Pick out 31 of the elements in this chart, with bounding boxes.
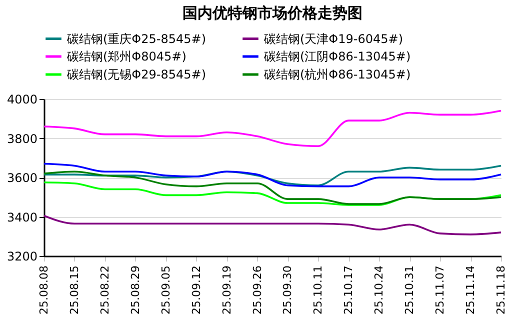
x-tick-label: 25.10.17 <box>342 266 356 314</box>
y-tick-label: 3400 <box>6 210 38 224</box>
x-tick-label: 25.08.08 <box>38 266 50 314</box>
legend-label: 碳结钢(重庆Φ25-8545#) <box>66 32 206 46</box>
x-tick-label: 25.09.12 <box>190 266 203 314</box>
line-series <box>43 214 502 236</box>
line-series <box>43 110 502 147</box>
legend-label: 碳结钢(天津Φ19-6045#) <box>263 32 404 46</box>
x-tick-label: 25.09.19 <box>220 266 234 314</box>
x-tick-label: 25.11.14 <box>464 266 478 314</box>
x-tick-label: 25.11.07 <box>434 266 447 314</box>
y-tick-label: 4000 <box>6 92 38 106</box>
x-tick-label: 25.11.18 <box>494 266 508 314</box>
x-tick-label: 25.09.26 <box>250 266 264 314</box>
legend-label: 碳结钢(杭州Φ86-13045#) <box>263 68 411 82</box>
x-tick-label: 25.08.15 <box>68 266 81 314</box>
x-tick-label: 25.10.11 <box>312 266 325 314</box>
x-tick-label: 25.10.24 <box>372 266 386 314</box>
x-tick-label: 25.09.05 <box>159 266 172 314</box>
legend-label: 碳结钢(郑州Φ8045#) <box>66 50 186 64</box>
x-tick-label: 25.10.31 <box>403 266 416 314</box>
x-tick-label: 25.08.29 <box>128 266 142 314</box>
y-tick-label: 3800 <box>6 132 38 146</box>
y-tick-label: 3200 <box>6 250 38 264</box>
y-tick-label: 3600 <box>6 171 38 185</box>
chart-title: 国内优特钢市场价格走势图 <box>182 4 362 22</box>
legend-label: 碳结钢(江阴Φ86-13045#) <box>263 50 411 64</box>
x-tick-label: 25.09.30 <box>281 266 294 314</box>
legend-label: 碳结钢(无锡Φ29-8545#) <box>66 68 206 82</box>
x-tick-label: 25.08.22 <box>98 266 112 314</box>
line-series <box>43 170 502 205</box>
